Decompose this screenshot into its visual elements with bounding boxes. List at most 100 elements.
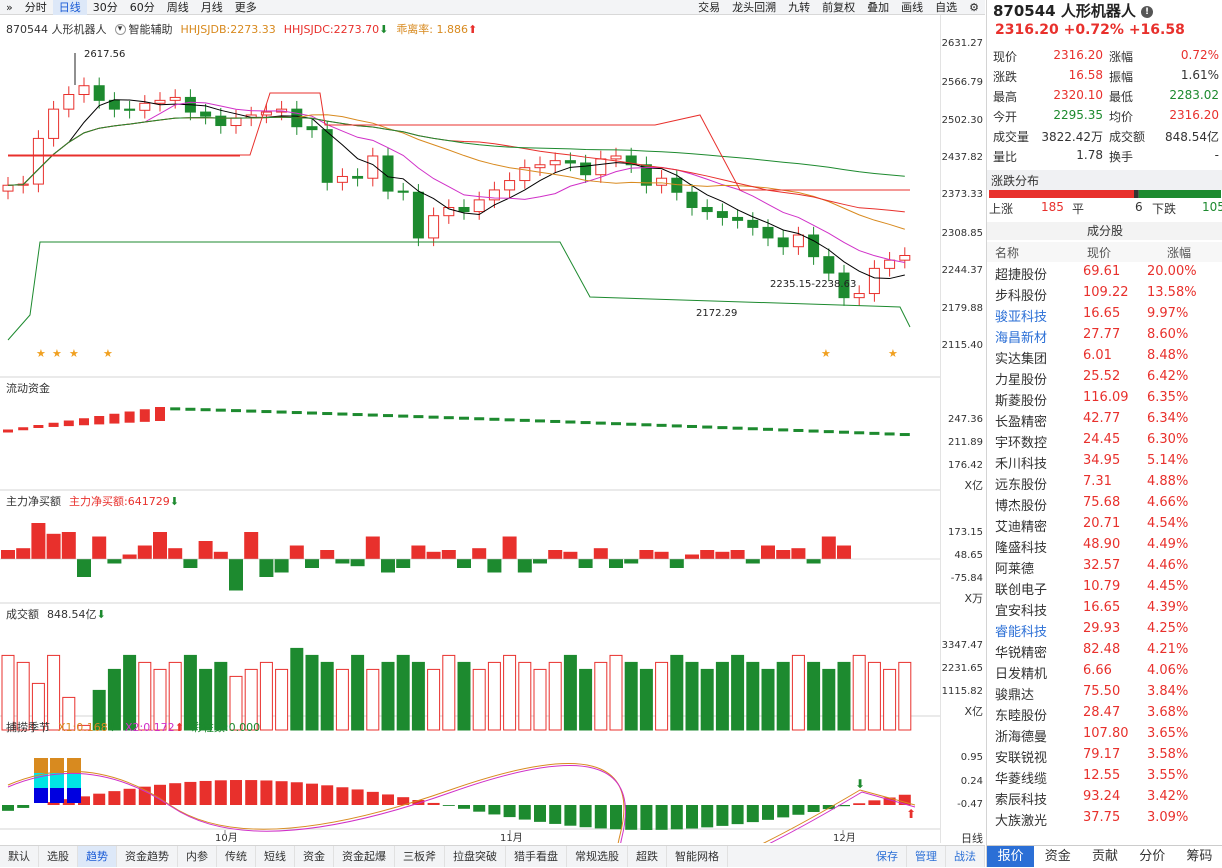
toolbar-action[interactable]: 前复权	[822, 0, 856, 14]
kline-chart[interactable]: 2617.56 2172.29 2235.15-2238.63 ★ ★ ★ ★ ★ ★ ⬇ ⬆ 10月…	[0, 15, 940, 843]
component-row[interactable]: 宇环数控 24.45 6.30%	[987, 430, 1222, 451]
quote-tab[interactable]: 报价	[987, 846, 1035, 867]
component-row[interactable]: 华锐精密 82.48 4.21%	[987, 640, 1222, 661]
quote-tab[interactable]: 筹码	[1186, 849, 1213, 864]
component-row[interactable]: 浙海德曼 107.80 3.65%	[987, 724, 1222, 745]
component-row[interactable]: 安联锐视 79.17 3.58%	[987, 745, 1222, 766]
component-row[interactable]: 大族激光 37.75 3.09%	[987, 808, 1222, 829]
candle	[154, 99, 166, 104]
period-tab[interactable]: 更多	[234, 0, 257, 14]
candle	[549, 160, 561, 166]
candle	[169, 96, 181, 101]
season-bar	[883, 797, 896, 805]
net-buy-bar	[396, 559, 411, 568]
strategy-tab[interactable]: 智能网格	[667, 846, 728, 867]
volume-bar	[244, 668, 258, 731]
period-tab[interactable]: 30分	[92, 0, 118, 14]
component-row[interactable]: 骏鼎达 75.50 3.84%	[987, 682, 1222, 703]
strategy-tab[interactable]: 常规选股	[567, 846, 628, 867]
gear-icon[interactable]: ⚙	[969, 0, 979, 14]
bottom-action[interactable]: 管理	[907, 846, 946, 867]
component-row[interactable]: 骏亚科技 16.65 9.97%	[987, 304, 1222, 325]
period-tab[interactable]: 周线	[166, 0, 189, 14]
component-row[interactable]: 斯菱股份 116.09 6.35%	[987, 388, 1222, 409]
arrow-up-icon: ⬆	[906, 807, 916, 821]
component-row[interactable]: 力星股份 25.52 6.42%	[987, 367, 1222, 388]
strategy-tab[interactable]: 资金	[295, 846, 334, 867]
candle	[93, 85, 105, 101]
component-row[interactable]: 禾川科技 34.95 5.14%	[987, 451, 1222, 472]
strategy-tab[interactable]: 三板斧	[395, 846, 445, 867]
moving-average-line	[7, 114, 905, 230]
volume-bar	[807, 661, 821, 731]
toolbar-action[interactable]: 叠加	[867, 0, 890, 14]
component-row[interactable]: 远东股份 7.31 4.88%	[987, 472, 1222, 493]
strategy-tab[interactable]: 超跌	[628, 846, 667, 867]
color-bar	[67, 788, 81, 803]
season-bar	[716, 805, 729, 826]
toolbar-action[interactable]: 九转	[788, 0, 811, 14]
component-row[interactable]: 日发精机 6.66 4.06%	[987, 661, 1222, 682]
toolbar-action[interactable]: 龙头回溯	[732, 0, 777, 14]
axis-label: 211.89	[948, 437, 983, 448]
toolbar-action[interactable]: 自选	[935, 0, 958, 14]
net-buy-bar	[533, 559, 547, 564]
component-row[interactable]: 联创电子 10.79 4.45%	[987, 577, 1222, 598]
period-tab[interactable]: 60分	[129, 0, 155, 14]
flow-bar	[246, 409, 257, 413]
strategy-tab[interactable]: 短线	[256, 846, 295, 867]
period-tab[interactable]: 日线	[52, 0, 87, 15]
arrow-down-icon: ⬇	[379, 22, 389, 36]
star-icon: ★	[69, 347, 79, 360]
period-tab[interactable]: 月线	[200, 0, 223, 14]
component-row[interactable]: 宜安科技 16.65 4.39%	[987, 598, 1222, 619]
net-buy-bar	[198, 541, 213, 559]
bottom-action[interactable]: 战法	[946, 846, 985, 867]
season-bar	[458, 805, 470, 809]
quote-tab[interactable]: 分价	[1139, 849, 1166, 864]
component-row[interactable]: 超捷股份 69.61 20.00%	[987, 262, 1222, 283]
strategy-tab[interactable]: 趋势	[78, 846, 117, 867]
season-bar	[336, 787, 349, 805]
strategy-tab[interactable]: 拉盘突破	[445, 846, 506, 867]
volume-bar	[624, 661, 638, 731]
component-row[interactable]: 东睦股份 28.47 3.68%	[987, 703, 1222, 724]
strategy-tab[interactable]: 传统	[217, 846, 256, 867]
component-row[interactable]: 睿能科技 29.93 4.25%	[987, 619, 1222, 640]
smart-assist-toggle[interactable]: ▾ 智能辅助	[114, 21, 173, 37]
upper-band-line	[8, 92, 910, 191]
component-row[interactable]: 隆盛科技 48.90 4.49%	[987, 535, 1222, 556]
flow-bar	[656, 423, 667, 427]
period-tab[interactable]: 分时	[24, 0, 47, 14]
component-row[interactable]: 步科股份 109.22 13.58%	[987, 283, 1222, 304]
strategy-tab[interactable]: 猎手看盘	[506, 846, 567, 867]
bottom-action[interactable]: 保存	[868, 846, 907, 867]
component-row[interactable]: 华菱线缆 12.55 3.55%	[987, 766, 1222, 787]
strategy-tab[interactable]: 默认	[0, 846, 39, 867]
volume-bar	[1, 654, 15, 731]
expand-icon[interactable]: »	[6, 0, 13, 14]
strategy-tab[interactable]: 内参	[178, 846, 217, 867]
component-row[interactable]: 索辰科技 93.24 3.42%	[987, 787, 1222, 808]
season-bar	[610, 805, 622, 830]
component-row[interactable]: 阿莱德 32.57 4.46%	[987, 556, 1222, 577]
strategy-tab[interactable]: 资金趋势	[117, 846, 178, 867]
toolbar-action[interactable]: 画线	[901, 0, 924, 14]
component-row[interactable]: 艾迪精密 20.71 4.54%	[987, 514, 1222, 535]
candle	[336, 175, 348, 183]
net-buy-bar	[274, 559, 289, 573]
quote-tab[interactable]: 贡献	[1092, 849, 1119, 864]
toolbar-action[interactable]: 交易	[698, 0, 721, 14]
component-row[interactable]: 海昌新材 27.77 8.60%	[987, 325, 1222, 346]
net-buy-bar	[320, 550, 335, 559]
component-row[interactable]: 博杰股份 75.68 4.66%	[987, 493, 1222, 514]
season-bar	[397, 797, 410, 805]
strategy-tab[interactable]: 选股	[39, 846, 78, 867]
volume-bar	[214, 661, 228, 731]
component-row[interactable]: 实达集团 6.01 8.48%	[987, 346, 1222, 367]
component-price: 42.77	[1083, 411, 1121, 426]
strategy-tab[interactable]: 资金起爆	[334, 846, 395, 867]
component-row[interactable]: 长盈精密 42.77 6.34%	[987, 409, 1222, 430]
volume-bar	[183, 654, 197, 731]
quote-tab[interactable]: 资金	[1044, 849, 1071, 864]
